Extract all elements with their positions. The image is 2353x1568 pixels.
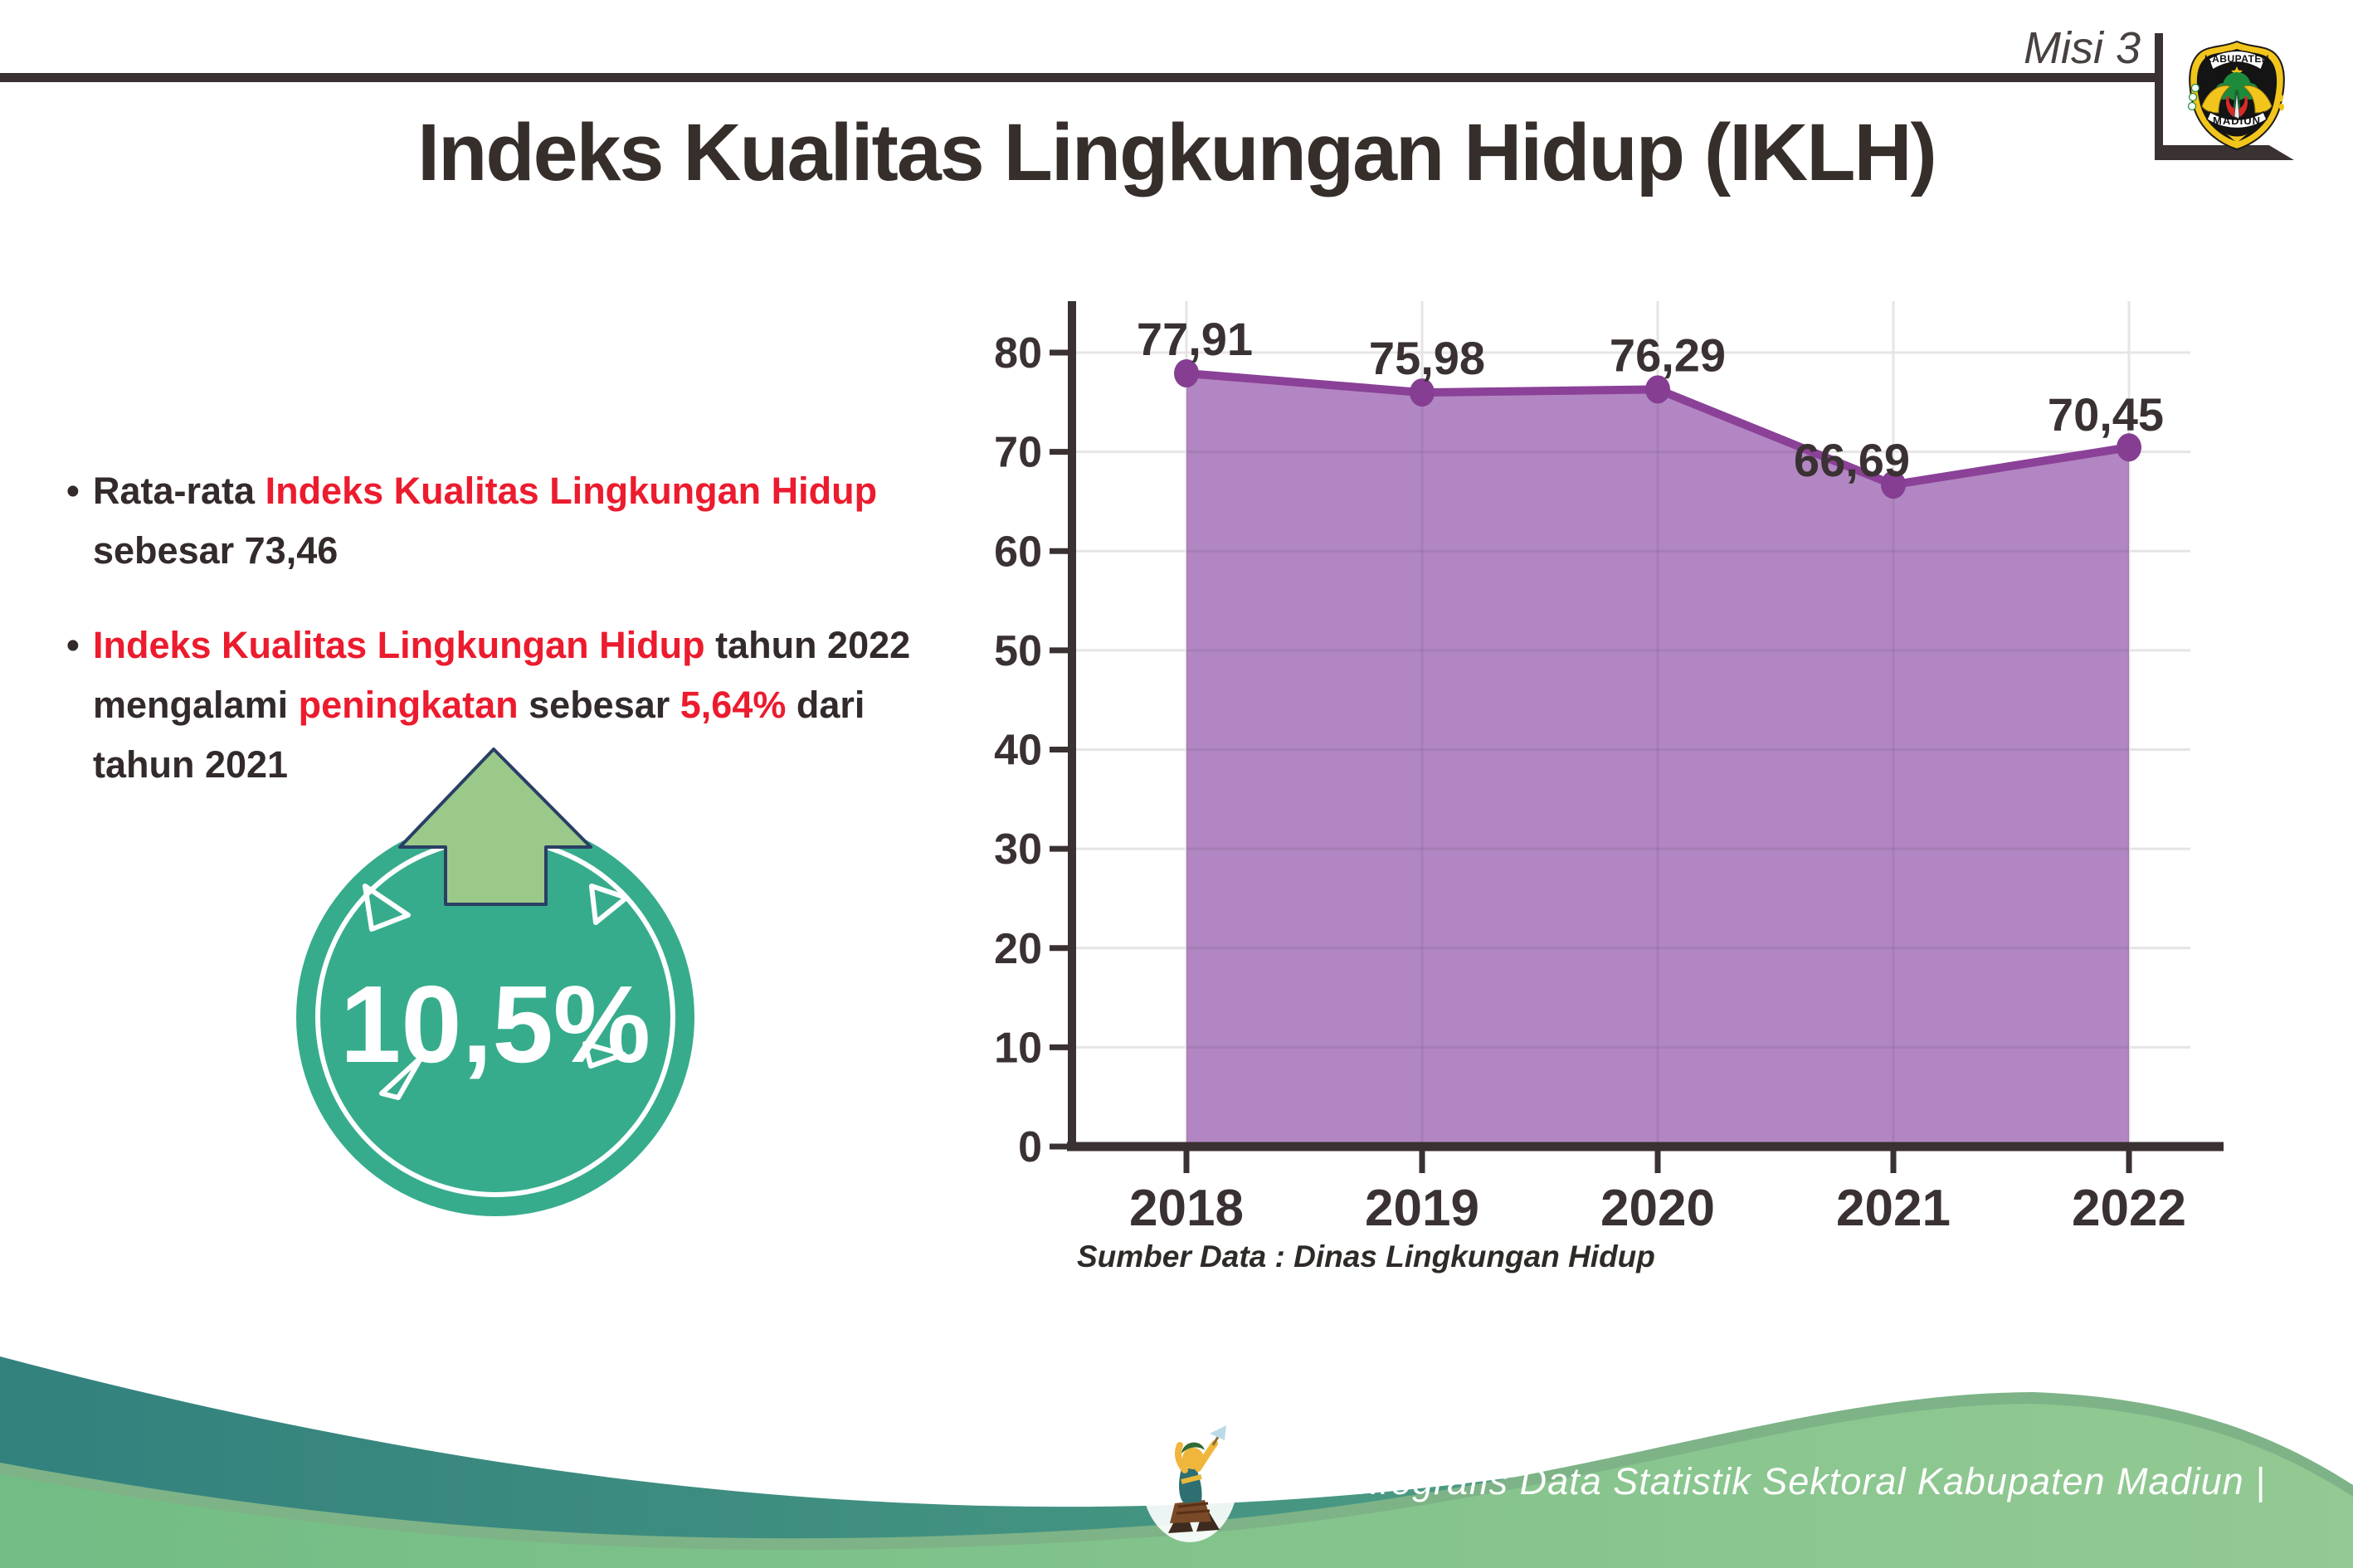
bullet2-l2-dark: mengalami (93, 684, 299, 726)
logo-rice (2279, 103, 2284, 111)
mascot-icon (1142, 1416, 1238, 1542)
chart-y-tick-label: 0 (1018, 1123, 1042, 1171)
bullet1-line2: sebesar 73,46 (93, 529, 339, 572)
logo-red-ornament (2225, 96, 2235, 117)
chart-data-label: 75,98 (1369, 332, 1485, 384)
chart-y-tick-label: 80 (994, 329, 1042, 377)
sparkle-triangle-icon (589, 884, 629, 925)
chart-data-point (1174, 359, 1199, 388)
chart-x-tick-label: 2021 (1836, 1180, 1951, 1237)
misi-label: Misi 3 (2023, 23, 2141, 73)
bullet-item-average: • Rata-rata Indeks Kualitas Lingkungan H… (66, 461, 1067, 581)
chart-x-tick-label: 2022 (2072, 1180, 2186, 1237)
source-note: Sumber Data : Dinas Lingkungan Hidup (1077, 1239, 1655, 1273)
chart-x-tick-label: 2020 (1600, 1180, 1715, 1237)
logo-banner (2208, 50, 2266, 71)
up-arrow-icon (398, 747, 592, 906)
chart-y-tick-label: 60 (994, 528, 1042, 576)
bullet2-l2-dark: sebesar (518, 684, 680, 726)
chart-x-tick-label: 2019 (1365, 1180, 1479, 1237)
chart-data-point (1410, 378, 1435, 407)
chart-y-tick-label: 50 (994, 627, 1042, 675)
bullet1-text-dark: Rata-rata (93, 470, 266, 512)
logo-banner-text: KABUPATEN (2204, 53, 2269, 65)
chart-area (1186, 373, 2129, 1147)
chart-y-tick-label: 20 (994, 925, 1042, 973)
footer-caption: Media Infografis Data Statistik Sektoral… (1230, 1460, 2266, 1502)
logo-red-ornament (2239, 96, 2248, 117)
bullet2-line3: tahun 2021 (93, 743, 289, 786)
bullet-dot: • (66, 624, 80, 666)
chart-y-tick-label: 10 (994, 1024, 1042, 1072)
sparkle-triangle-icon (363, 884, 411, 932)
chart-y-tick-label: 30 (994, 825, 1042, 874)
chart-overlay-grid (1186, 373, 2129, 1147)
bullet-dot: • (66, 470, 80, 512)
bullet2-l2-red-pct: 5,64% (680, 684, 787, 726)
logo-frame-vertical (2155, 33, 2163, 159)
top-rule (0, 73, 2156, 82)
logo-cotton (2187, 101, 2197, 111)
logo-cotton (2188, 92, 2198, 102)
footer-wave (0, 1356, 2353, 1568)
chart-y-tick-label: 40 (994, 727, 1042, 775)
logo-name-band (2206, 110, 2268, 129)
sparkle-triangle-icon (379, 1054, 424, 1100)
logo-name-text: MADIUN (2213, 114, 2261, 127)
badge-percentage: 10,5% (340, 963, 650, 1085)
chart-data-point (1881, 470, 1906, 499)
increase-badge: 10,5% (296, 747, 694, 1216)
bullet1-text-red: Indeks Kualitas Lingkungan Hidup (265, 470, 878, 512)
iklh-area-chart: 0 10 20 30 40 50 60 70 80 2018 2019 2020 2021 2022 77,… (994, 301, 2224, 1237)
logo-wing-left (2201, 85, 2232, 114)
bullet2-l2-dark: dari (786, 684, 865, 726)
bullet2-l2-red: peningkatan (298, 684, 519, 726)
logo-bottom-ornament (2225, 133, 2248, 143)
sparkle-triangle-icon (582, 1041, 626, 1069)
wave-green-hump (0, 1404, 2353, 1568)
logo-rice (2278, 94, 2283, 102)
chart-x-tick-label: 2018 (1129, 1180, 1244, 1237)
logo-frame-bar (2155, 145, 2294, 160)
chart-data-point (1645, 375, 1670, 404)
logo-rice (2277, 85, 2282, 93)
chart-y-tick-label: 70 (994, 429, 1042, 477)
bullet2-text-dark: tahun 2022 (704, 624, 911, 666)
chart-data-label: 76,29 (1610, 329, 1726, 381)
kabupaten-madiun-logo-icon: KABUPATEN MADIUN (2187, 40, 2285, 151)
chart-data-label: 77,91 (1137, 313, 1253, 365)
logo-wing-right (2242, 85, 2273, 114)
page-title: Indeks Kualitas Lingkungan Hidup (IKLH) (417, 107, 1937, 197)
chart-data-label: 66,69 (1794, 434, 1910, 486)
chart-data-label: 70,45 (2048, 388, 2164, 441)
chart-data-point (2117, 433, 2141, 462)
logo-cotton (2190, 83, 2200, 93)
bullet2-text-red: Indeks Kualitas Lingkungan Hidup (93, 624, 705, 666)
bullet-item-increase: • Indeks Kualitas Lingkungan Hidup tahun… (66, 616, 1067, 795)
